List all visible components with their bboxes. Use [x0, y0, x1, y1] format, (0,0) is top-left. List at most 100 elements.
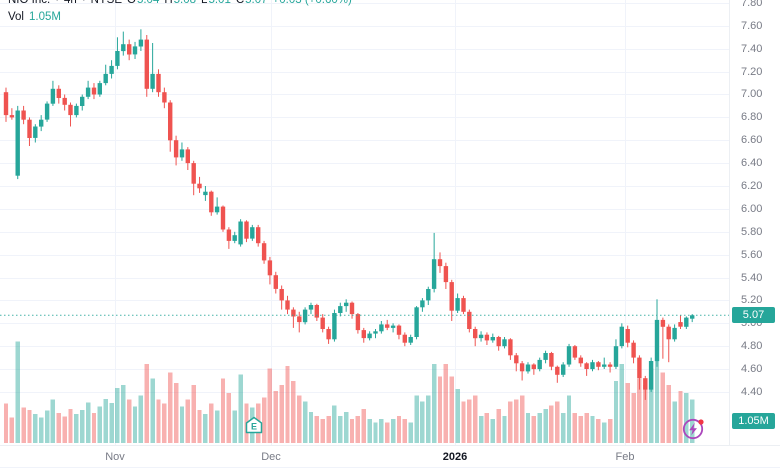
candle [408, 334, 413, 345]
widget-bottom-border [0, 467, 780, 468]
time-tick-label: Feb [615, 451, 635, 463]
volume-bar [209, 403, 214, 443]
candle [302, 307, 308, 325]
candle [678, 315, 683, 329]
candlestick-canvas[interactable] [0, 0, 729, 445]
time-tick-label: Nov [105, 451, 125, 463]
candle [121, 31, 126, 56]
volume-bar [355, 416, 361, 443]
candle-body [514, 355, 519, 364]
volume-bar [379, 418, 384, 443]
candle [361, 327, 366, 343]
candle-body [21, 110, 26, 120]
price-tick-label: 6.80 [741, 111, 763, 124]
volume-bar [80, 409, 85, 443]
candle [250, 224, 255, 241]
volume-bar [238, 374, 243, 443]
candle [56, 85, 61, 104]
candle [496, 335, 501, 351]
candle [338, 302, 343, 317]
candle [449, 279, 454, 321]
volume-bar [537, 413, 542, 443]
candle [367, 331, 372, 341]
interval-label[interactable]: 4h [64, 0, 77, 6]
volume-bar [127, 399, 132, 443]
boost-lightning-icon[interactable] [681, 416, 707, 447]
volume-bars [3, 326, 695, 444]
earnings-letter: E [251, 422, 257, 432]
candle-body [437, 259, 443, 267]
volume-bar [226, 393, 232, 443]
volume-bar [461, 401, 466, 443]
candle-body [168, 102, 173, 141]
volume-bar [590, 416, 595, 443]
volume-bar [607, 418, 613, 443]
price-tick-label: 7.40 [741, 42, 763, 55]
price-axis[interactable]: 5.07 1.05M 7.80 7.60 7.40 7.20 7.00 6.80 6.60 6… [729, 0, 780, 445]
candle-body [179, 149, 185, 158]
volume-bar [109, 403, 114, 443]
candle-body [349, 302, 355, 315]
candle [519, 361, 525, 381]
candle [21, 105, 26, 125]
price-tick-label: 6.20 [741, 180, 763, 192]
candle-body [602, 364, 607, 367]
volume-bar [531, 416, 536, 443]
volume-bar [690, 399, 695, 443]
volume-bar [631, 393, 636, 443]
candle [490, 333, 495, 343]
volume-bar [62, 416, 67, 443]
candle-body [367, 333, 372, 339]
candle [625, 325, 630, 348]
volume-bar [50, 399, 56, 443]
candle [244, 220, 249, 243]
candle [91, 83, 97, 100]
candle [156, 69, 161, 97]
candle [226, 227, 232, 249]
candle-body [426, 289, 431, 301]
volume-bar [191, 384, 196, 443]
candle [103, 64, 108, 86]
candle [285, 295, 290, 315]
volume-bar [648, 368, 654, 443]
candle [238, 219, 243, 247]
candle [209, 190, 214, 216]
candle [402, 332, 407, 347]
candle-body [648, 361, 654, 390]
candle-body [256, 227, 261, 244]
candle [543, 350, 548, 364]
candle-body [44, 103, 50, 120]
volume-bar [56, 413, 61, 443]
candle [508, 338, 513, 360]
candle [637, 355, 642, 390]
legend-main-row: NIO Inc. · 4h · NYSE O 5.04 H 5.08 L 5.01 C… [8, 0, 352, 6]
candle-body [637, 357, 642, 379]
volume-bar [613, 380, 619, 444]
high-label: H [164, 0, 173, 6]
candle [197, 176, 202, 193]
candle-body [338, 306, 343, 313]
candle [314, 303, 319, 321]
volume-bar [496, 409, 501, 443]
candle [297, 311, 302, 333]
candle-body [666, 326, 671, 340]
candle [109, 60, 114, 79]
candle-body [226, 229, 232, 241]
price-tick-label: 7.20 [741, 65, 763, 78]
candle-body [631, 342, 636, 358]
volume-bar [39, 417, 44, 443]
candle-body [115, 51, 120, 66]
price-tick-label: 7.60 [741, 19, 763, 32]
candle [531, 363, 536, 375]
time-axis[interactable]: Nov Dec 2026 Feb [0, 445, 780, 470]
volume-bar [308, 411, 314, 443]
candle-body [643, 378, 648, 390]
earnings-icon[interactable]: E [245, 416, 263, 440]
candle-body [525, 364, 531, 372]
candle [179, 142, 185, 161]
candle-body [531, 364, 536, 370]
volume-bar [660, 372, 666, 443]
symbol-name[interactable]: NIO Inc. [8, 0, 51, 6]
candle [396, 324, 402, 340]
legend-separator: · [81, 0, 86, 6]
